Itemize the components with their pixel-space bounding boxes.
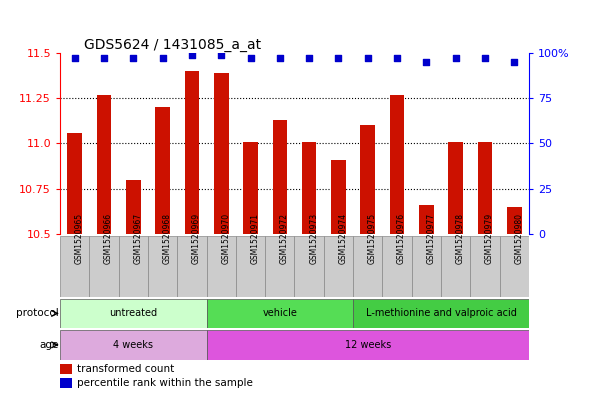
Bar	[155, 107, 170, 234]
Bar	[272, 120, 287, 234]
Text: 4 weeks: 4 weeks	[114, 340, 153, 350]
Point	[451, 55, 460, 62]
Point	[275, 55, 285, 62]
Bar	[236, 236, 265, 297]
Point	[510, 59, 519, 65]
Bar	[419, 205, 434, 234]
Text: GSM1520969: GSM1520969	[192, 213, 201, 264]
Text: vehicle: vehicle	[263, 309, 297, 318]
Point	[99, 55, 109, 62]
Point	[246, 55, 255, 62]
Text: GSM1520966: GSM1520966	[104, 213, 113, 264]
Bar	[361, 125, 375, 234]
Bar	[207, 330, 529, 360]
Text: GSM1520965: GSM1520965	[75, 213, 84, 264]
Bar	[60, 378, 72, 387]
Text: untreated: untreated	[109, 309, 157, 318]
Bar	[382, 236, 412, 297]
Point	[480, 55, 490, 62]
Text: age: age	[39, 340, 59, 350]
Point	[70, 55, 79, 62]
Bar	[214, 73, 228, 234]
Point	[158, 55, 168, 62]
Bar	[265, 236, 294, 297]
Bar	[389, 95, 404, 234]
Bar	[478, 141, 492, 234]
Point	[129, 55, 138, 62]
Bar	[448, 141, 463, 234]
Bar	[412, 236, 441, 297]
Text: GSM1520971: GSM1520971	[251, 213, 260, 264]
Bar	[60, 236, 90, 297]
Text: GDS5624 / 1431085_a_at: GDS5624 / 1431085_a_at	[84, 38, 261, 52]
Point	[363, 55, 373, 62]
Bar	[324, 236, 353, 297]
Text: GSM1520967: GSM1520967	[133, 213, 142, 264]
Bar	[60, 330, 207, 360]
Bar	[331, 160, 346, 234]
Text: GSM1520977: GSM1520977	[426, 213, 435, 264]
Text: GSM1520978: GSM1520978	[456, 213, 465, 264]
Bar	[90, 236, 119, 297]
Bar	[67, 132, 82, 234]
Bar	[126, 180, 141, 234]
Text: GSM1520980: GSM1520980	[514, 213, 523, 264]
Bar	[294, 236, 324, 297]
Bar	[207, 236, 236, 297]
Text: protocol: protocol	[16, 309, 59, 318]
Point	[334, 55, 343, 62]
Text: GSM1520975: GSM1520975	[368, 213, 377, 264]
Bar	[353, 236, 382, 297]
Text: GSM1520970: GSM1520970	[221, 213, 230, 264]
Text: GSM1520979: GSM1520979	[485, 213, 494, 264]
Bar	[177, 236, 207, 297]
Bar	[118, 236, 148, 297]
Point	[392, 55, 402, 62]
Text: GSM1520968: GSM1520968	[163, 213, 172, 264]
Bar	[302, 141, 317, 234]
Bar	[353, 299, 529, 328]
Bar	[507, 207, 522, 234]
Point	[187, 52, 197, 58]
Text: transformed count: transformed count	[76, 364, 174, 374]
Text: GSM1520976: GSM1520976	[397, 213, 406, 264]
Bar	[243, 141, 258, 234]
Text: 12 weeks: 12 weeks	[344, 340, 391, 350]
Bar	[185, 71, 200, 234]
Bar	[148, 236, 177, 297]
Bar	[60, 299, 207, 328]
Text: percentile rank within the sample: percentile rank within the sample	[76, 378, 252, 388]
Bar	[470, 236, 499, 297]
Bar	[441, 236, 470, 297]
Bar	[97, 95, 111, 234]
Point	[421, 59, 431, 65]
Point	[216, 52, 226, 58]
Text: GSM1520972: GSM1520972	[280, 213, 289, 264]
Text: L-methionine and valproic acid: L-methionine and valproic acid	[365, 309, 516, 318]
Point	[304, 55, 314, 62]
Bar	[499, 236, 529, 297]
Text: GSM1520974: GSM1520974	[338, 213, 347, 264]
Bar	[207, 299, 353, 328]
Text: GSM1520973: GSM1520973	[309, 213, 318, 264]
Bar	[60, 364, 72, 374]
